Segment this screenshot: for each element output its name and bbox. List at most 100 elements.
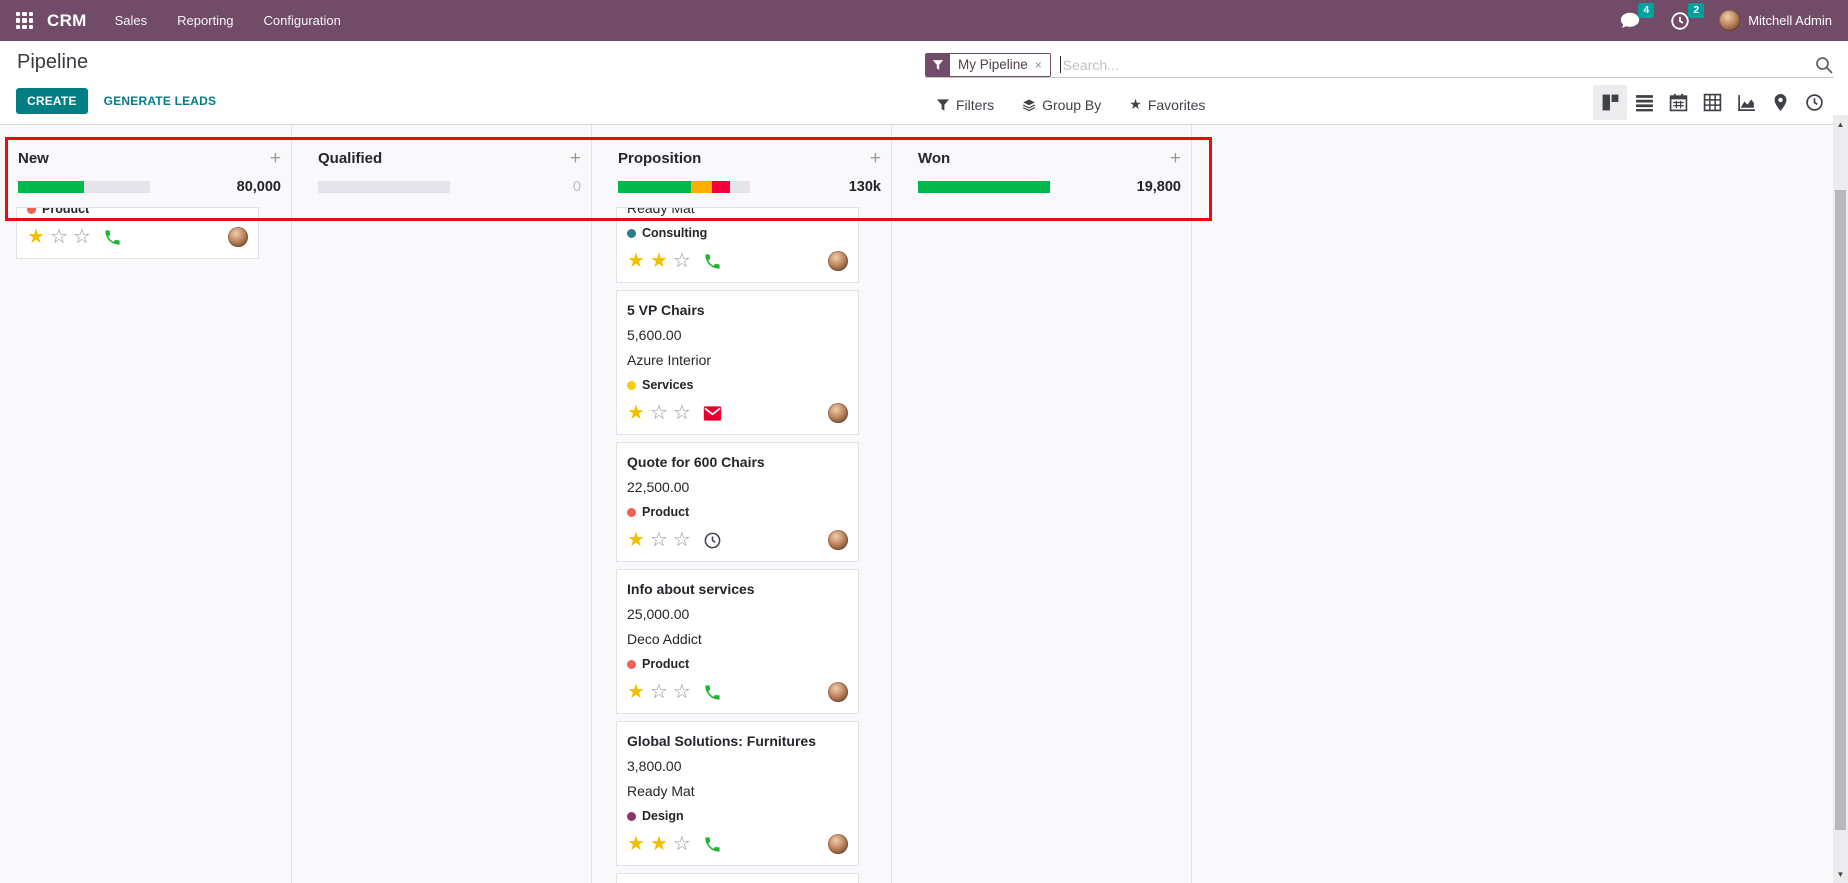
app-name[interactable]: CRM (47, 10, 87, 30)
star-filled-icon[interactable]: ★ (627, 529, 645, 551)
scrollbar-thumb[interactable] (1835, 190, 1846, 830)
text-cursor (1059, 56, 1061, 73)
card-salesperson-avatar (828, 403, 848, 423)
top-navbar: CRM Sales Reporting Configuration 4 2 Mi… (0, 0, 1848, 41)
star-filled-icon[interactable]: ★ (27, 226, 45, 248)
column-progressbar[interactable] (918, 181, 1050, 193)
card-salesperson-avatar (828, 251, 848, 271)
clock-activity-icon[interactable] (703, 531, 722, 550)
menu-reporting[interactable]: Reporting (177, 13, 234, 28)
star-filled-icon[interactable]: ★ (627, 402, 645, 424)
tag-label: Product (642, 505, 690, 519)
star-filled-icon[interactable]: ★ (627, 833, 645, 855)
search-input[interactable] (1062, 56, 1806, 73)
generate-leads-button[interactable]: GENERATE LEADS (103, 94, 217, 108)
favorites-button[interactable]: ★ Favorites (1129, 96, 1206, 113)
phone-activity-icon[interactable] (703, 683, 722, 702)
menu-configuration[interactable]: Configuration (263, 13, 341, 28)
kanban-card[interactable]: Global Solutions: Furnitures 3,800.00 Read… (616, 721, 859, 866)
star-empty-icon[interactable]: ☆ (72, 226, 91, 248)
group-by-button[interactable]: Group By (1022, 96, 1101, 113)
card-tag: Design (627, 807, 848, 826)
tag-color-dot (627, 381, 636, 390)
user-avatar (1719, 10, 1741, 31)
menu-sales[interactable]: Sales (114, 13, 148, 28)
calendar-icon (1669, 93, 1687, 112)
pivot-view-button[interactable] (1695, 85, 1729, 120)
calendar-view-button[interactable] (1661, 85, 1695, 120)
phone-activity-icon[interactable] (703, 252, 722, 271)
card-footer: ★ ☆ ☆ (627, 679, 848, 705)
column-quick-add-button[interactable]: + (269, 147, 281, 169)
progress-segment (918, 181, 1050, 193)
star-empty-icon[interactable]: ☆ (649, 529, 668, 551)
column-header: Won +19,800 (910, 125, 1191, 207)
search-icon[interactable] (1814, 55, 1834, 75)
scrollbar-up-arrow[interactable]: ▲ (1836, 119, 1845, 129)
progress-segment (690, 181, 712, 193)
create-button[interactable]: CREATE (16, 88, 88, 114)
filters-button[interactable]: Filters (936, 96, 994, 113)
star-filled-icon[interactable]: ★ (627, 681, 645, 703)
column-progressbar[interactable] (18, 181, 150, 193)
card-tag: Product (627, 655, 848, 674)
column-quick-add-button[interactable]: + (569, 147, 581, 169)
column-quick-add-button[interactable]: + (869, 147, 881, 169)
card-salesperson-avatar (228, 227, 248, 247)
card-tag: Product (627, 503, 848, 522)
tag-label: Product (642, 657, 690, 671)
column-header: Qualified +0 (310, 125, 591, 207)
search-bar[interactable]: My Pipeline × (925, 52, 1834, 78)
tag-label: Product (42, 207, 90, 216)
scrollbar-down-arrow[interactable]: ▼ (1836, 869, 1845, 879)
star-empty-icon[interactable]: ☆ (649, 681, 668, 703)
activities-clock-icon[interactable]: 2 (1669, 2, 1705, 32)
kanban-card[interactable]: 5 VP Chairs 5,600.00 Azure Interior Service… (616, 290, 859, 435)
kanban-card[interactable]: Need 20 Desks60,000.00Consulting☆☆☆ (616, 873, 859, 883)
star-empty-icon[interactable]: ☆ (649, 402, 668, 424)
messages-icon[interactable]: 4 (1619, 2, 1655, 32)
kanban-card[interactable]: Product ★ ☆ ☆ (16, 207, 259, 259)
page-title: Pipeline (17, 51, 89, 73)
vertical-scrollbar[interactable]: ▲ ▼ (1833, 115, 1848, 883)
map-view-button[interactable] (1763, 85, 1797, 120)
activity-view-button[interactable] (1797, 85, 1831, 120)
kanban-board: New +80,000 Product ★ ☆ ☆ Qualified +0 Propositi… (0, 125, 1848, 883)
kanban-card[interactable]: Ready Mat Consulting ★ ★ ☆ (616, 207, 859, 283)
kanban-card[interactable]: Info about services 25,000.00 Deco Addict P… (616, 569, 859, 714)
column-title[interactable]: Won (918, 150, 951, 167)
phone-activity-icon[interactable] (703, 835, 722, 854)
column-quick-add-button[interactable]: + (1169, 147, 1181, 169)
star-filled-icon[interactable]: ★ (649, 833, 668, 855)
email-activity-icon[interactable] (703, 404, 722, 423)
column-title[interactable]: Proposition (618, 150, 702, 167)
activities-badge: 2 (1688, 2, 1705, 18)
filter-icon (936, 98, 950, 111)
user-menu[interactable]: Mitchell Admin (1719, 10, 1832, 31)
star-empty-icon[interactable]: ☆ (49, 226, 68, 248)
kanban-column-qualified: Qualified +0 (310, 125, 592, 883)
column-progressbar[interactable] (318, 181, 450, 193)
column-title[interactable]: Qualified (318, 150, 383, 167)
column-title[interactable]: New (18, 150, 49, 167)
kanban-view-button[interactable] (1593, 85, 1627, 120)
list-icon (1635, 95, 1653, 112)
column-progressbar[interactable] (618, 181, 750, 193)
star-empty-icon[interactable]: ☆ (672, 529, 691, 551)
star-filled-icon[interactable]: ★ (649, 250, 668, 272)
kanban-card[interactable]: Quote for 600 Chairs 22,500.00 Product ★ ☆ ☆ (616, 442, 859, 562)
star-empty-icon[interactable]: ☆ (672, 833, 691, 855)
column-header: Proposition +130k (610, 125, 891, 207)
star-empty-icon[interactable]: ☆ (672, 681, 691, 703)
star-filled-icon[interactable]: ★ (627, 250, 645, 272)
star-empty-icon[interactable]: ☆ (672, 250, 691, 272)
phone-activity-icon[interactable] (103, 228, 122, 247)
graph-view-button[interactable] (1729, 85, 1763, 120)
list-view-button[interactable] (1627, 85, 1661, 120)
column-header: New +80,000 (10, 125, 291, 207)
facet-remove-icon[interactable]: × (1034, 57, 1042, 72)
apps-menu-icon[interactable] (16, 12, 33, 29)
kanban-column-proposition: Proposition +130k Ready Mat Consulting ★ ★ ☆ 5 … (610, 125, 892, 883)
star-empty-icon[interactable]: ☆ (672, 402, 691, 424)
card-tag: Consulting (627, 224, 848, 243)
